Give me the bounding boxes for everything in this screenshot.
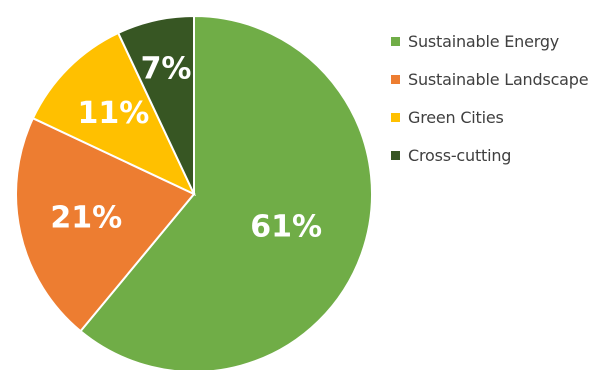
chart-legend: Sustainable Energy Sustainable Landscape… (391, 22, 609, 174)
pie-data-labels: 61% 21% 11% 7% (50, 51, 322, 244)
data-label-green-cities: 11% (78, 96, 150, 131)
data-label-sustainable-landscape: 21% (50, 201, 122, 236)
data-label-sustainable-energy: 61% (250, 210, 322, 245)
legend-item-sustainable-landscape: Sustainable Landscape (391, 60, 609, 98)
legend-swatch (391, 36, 400, 46)
legend-label: Green Cities (408, 107, 504, 127)
legend-label: Cross-cutting (408, 145, 512, 165)
legend-label: Sustainable Energy (408, 31, 560, 51)
pie-slices (15, 14, 373, 370)
pie-slice-green-cities (31, 31, 197, 197)
legend-swatch (391, 150, 400, 160)
legend-item-sustainable-energy: Sustainable Energy (391, 22, 609, 60)
pie-slice-sustainable-energy (79, 14, 373, 370)
data-label-cross-cutting: 7% (141, 51, 192, 86)
legend-swatch (391, 112, 400, 122)
pie-slice-cross-cutting (116, 14, 195, 195)
legend-swatch (391, 74, 400, 84)
legend-item-green-cities: Green Cities (391, 98, 609, 136)
legend-label: Sustainable Landscape (408, 69, 589, 89)
pie-slice-sustainable-landscape (15, 116, 196, 333)
legend-item-cross-cutting: Cross-cutting (391, 136, 609, 174)
